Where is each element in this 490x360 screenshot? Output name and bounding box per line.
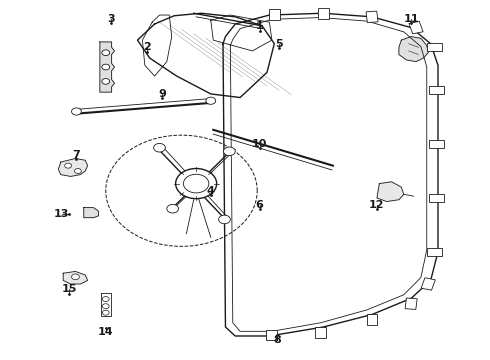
Circle shape bbox=[74, 168, 81, 174]
Bar bbox=[316, 327, 326, 338]
Text: 11: 11 bbox=[403, 14, 419, 24]
Text: 8: 8 bbox=[273, 334, 281, 345]
Circle shape bbox=[219, 215, 230, 224]
Bar bbox=[267, 329, 277, 340]
Circle shape bbox=[175, 168, 217, 199]
Circle shape bbox=[102, 78, 110, 84]
Circle shape bbox=[102, 310, 109, 315]
Text: 7: 7 bbox=[73, 150, 80, 160]
Polygon shape bbox=[84, 208, 98, 218]
Bar bbox=[367, 314, 377, 324]
Circle shape bbox=[102, 50, 110, 55]
Text: 13: 13 bbox=[54, 209, 70, 219]
Circle shape bbox=[183, 174, 209, 193]
Circle shape bbox=[65, 163, 72, 168]
Text: 14: 14 bbox=[98, 327, 114, 337]
Circle shape bbox=[102, 64, 110, 70]
Bar bbox=[427, 43, 442, 51]
Circle shape bbox=[167, 204, 178, 213]
Text: 9: 9 bbox=[158, 89, 166, 99]
Polygon shape bbox=[377, 182, 404, 202]
Bar bbox=[429, 194, 444, 202]
Bar bbox=[429, 140, 444, 148]
Circle shape bbox=[206, 97, 216, 104]
Circle shape bbox=[223, 147, 235, 156]
Circle shape bbox=[154, 143, 165, 152]
Bar bbox=[318, 8, 329, 19]
Text: 12: 12 bbox=[369, 200, 385, 210]
Text: 2: 2 bbox=[144, 42, 151, 52]
Text: 6: 6 bbox=[256, 200, 264, 210]
Text: 15: 15 bbox=[61, 284, 77, 294]
Circle shape bbox=[102, 304, 109, 309]
Bar bbox=[405, 298, 417, 310]
Bar bbox=[429, 86, 444, 94]
Circle shape bbox=[72, 274, 79, 280]
Polygon shape bbox=[58, 158, 88, 176]
Text: 10: 10 bbox=[252, 139, 268, 149]
Bar bbox=[421, 278, 435, 290]
Polygon shape bbox=[63, 271, 88, 284]
Text: 3: 3 bbox=[107, 14, 115, 24]
Text: 1: 1 bbox=[256, 21, 264, 31]
Polygon shape bbox=[100, 42, 115, 92]
Bar bbox=[427, 248, 442, 256]
Bar bbox=[366, 11, 378, 23]
Polygon shape bbox=[101, 293, 111, 316]
Text: 4: 4 bbox=[207, 186, 215, 196]
Circle shape bbox=[102, 297, 109, 302]
Circle shape bbox=[72, 108, 81, 115]
Bar bbox=[409, 21, 423, 34]
Bar bbox=[269, 9, 280, 20]
Polygon shape bbox=[399, 37, 428, 62]
Text: 5: 5 bbox=[275, 39, 283, 49]
